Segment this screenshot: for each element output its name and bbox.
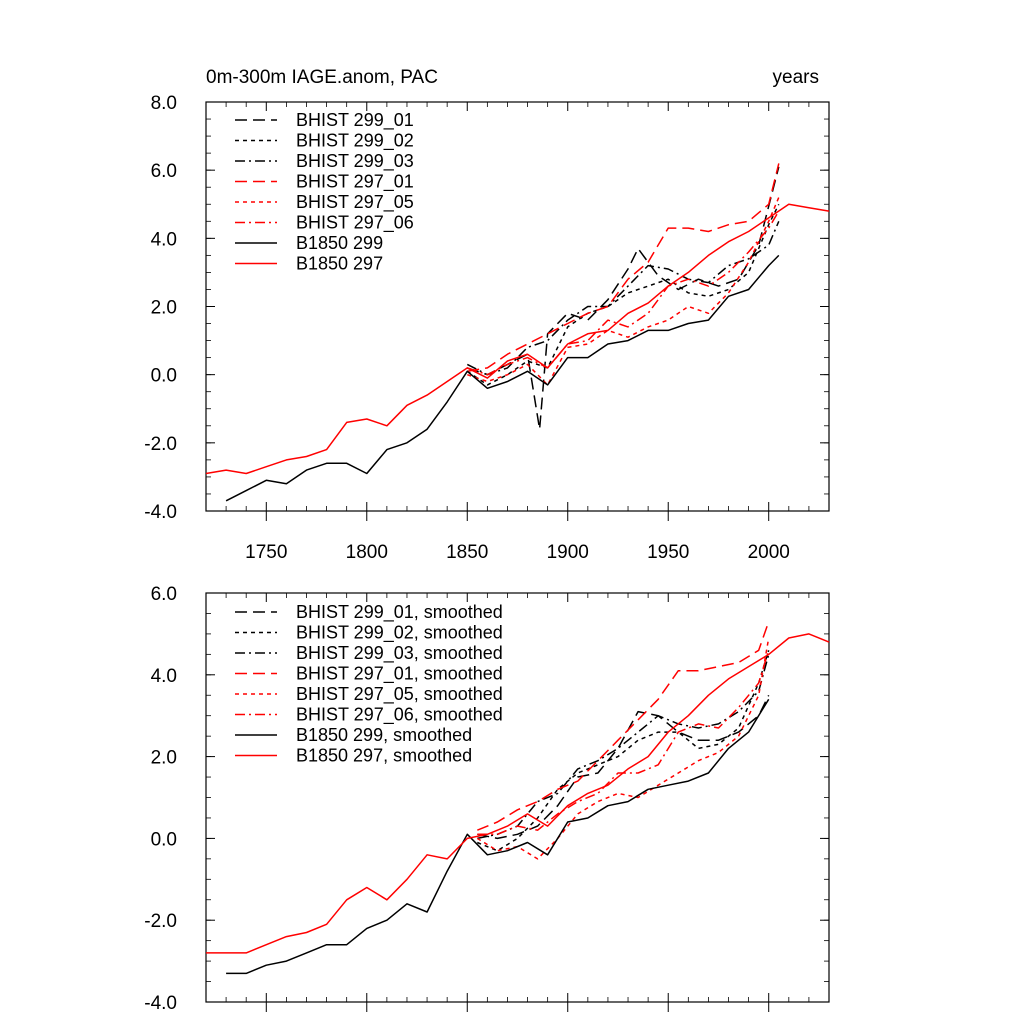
bottom-ticks: -4.0 -2.0 0.0 2.0 4.0 6.0	[144, 584, 830, 1014]
top-x-tick-label: 2000	[748, 542, 790, 563]
top-y-tick-label: 4.0	[151, 229, 177, 250]
top-series-line-7	[225, 254, 780, 502]
top-y-tick-label: 0.0	[151, 366, 177, 387]
bottom-legend-label: BHIST 297_05, smoothed	[296, 684, 503, 705]
top-series-line-3	[466, 221, 780, 376]
top-series-line-6	[467, 210, 780, 376]
top-series-line-8	[205, 203, 830, 475]
bottom-series-line-8	[206, 633, 830, 954]
bottom-series-line-6	[477, 650, 770, 836]
top-legend-label: BHIST 297_05	[296, 192, 414, 213]
bottom-y-tick-label: -4.0	[144, 993, 177, 1014]
bottom-y-tick-label: 0.0	[151, 829, 177, 850]
bottom-series-line-5	[476, 637, 770, 860]
top-y-tick-label: 6.0	[151, 161, 177, 182]
bottom-legend-label: BHIST 299_02, smoothed	[296, 623, 503, 644]
top-series-line-4	[467, 163, 780, 373]
top-x-tick-label: 1850	[446, 542, 488, 563]
bottom-y-tick-label: 6.0	[151, 584, 177, 605]
top-series-line-1	[467, 166, 780, 430]
top-y-tick-label: 8.0	[151, 93, 177, 114]
bottom-series-line-3	[477, 654, 770, 840]
bottom-legend-label: BHIST 297_06, smoothed	[296, 705, 503, 726]
top-legend-label: BHIST 297_06	[296, 213, 414, 234]
top-y-tick-label: -4.0	[144, 502, 177, 523]
top-chart-units: years	[773, 67, 819, 88]
bottom-legend-label: BHIST 297_01, smoothed	[296, 664, 503, 685]
bottom-panel: -4.0 -2.0 0.0 2.0 4.0 6.0 BHIST 299_01, smoot…	[144, 584, 830, 1014]
top-series-line-5	[467, 197, 780, 386]
bottom-y-tick-label: 4.0	[151, 666, 177, 687]
top-x-tick-label: 1750	[245, 542, 287, 563]
top-ticks: -4.0 -2.0 0.0 2.0 4.0 6.0 8.0 1750 1800 1850 1900 1…	[144, 93, 830, 563]
top-x-tick-label: 1950	[647, 542, 689, 563]
top-legend-label: BHIST 299_02	[296, 131, 414, 152]
top-legend-label: BHIST 299_01	[296, 110, 414, 131]
bottom-series-line-2	[477, 650, 770, 852]
top-y-tick-label: -2.0	[144, 434, 177, 455]
top-legend-label: B1850 297	[296, 254, 383, 274]
bottom-series-line-7	[226, 698, 770, 975]
bottom-legend-label: BHIST 299_03, smoothed	[296, 643, 503, 664]
bottom-legend-label: B1850 297, smoothed	[296, 746, 472, 766]
bottom-y-tick-label: 2.0	[151, 748, 177, 769]
top-legend-label: BHIST 299_03	[296, 151, 414, 172]
bottom-series	[206, 621, 830, 975]
top-x-tick-label: 1800	[346, 542, 388, 563]
bottom-series-line-4	[477, 621, 770, 831]
bottom-legend-label: B1850 299, smoothed	[296, 725, 472, 745]
top-panel: 0m-300m IAGE.anom, PAC years -4.0 -2.0 0.0…	[144, 67, 830, 563]
top-legend-label: B1850 299	[296, 233, 383, 253]
top-y-tick-label: 2.0	[151, 298, 177, 319]
top-chart-title: 0m-300m IAGE.anom, PAC	[206, 67, 438, 88]
top-x-tick-label: 1900	[547, 542, 589, 563]
top-series	[205, 163, 830, 502]
bottom-series-line-1	[477, 694, 770, 840]
bottom-legend-label: BHIST 299_01, smoothed	[296, 602, 503, 623]
bottom-y-tick-label: -2.0	[144, 911, 177, 932]
top-legend-label: BHIST 297_01	[296, 172, 414, 193]
